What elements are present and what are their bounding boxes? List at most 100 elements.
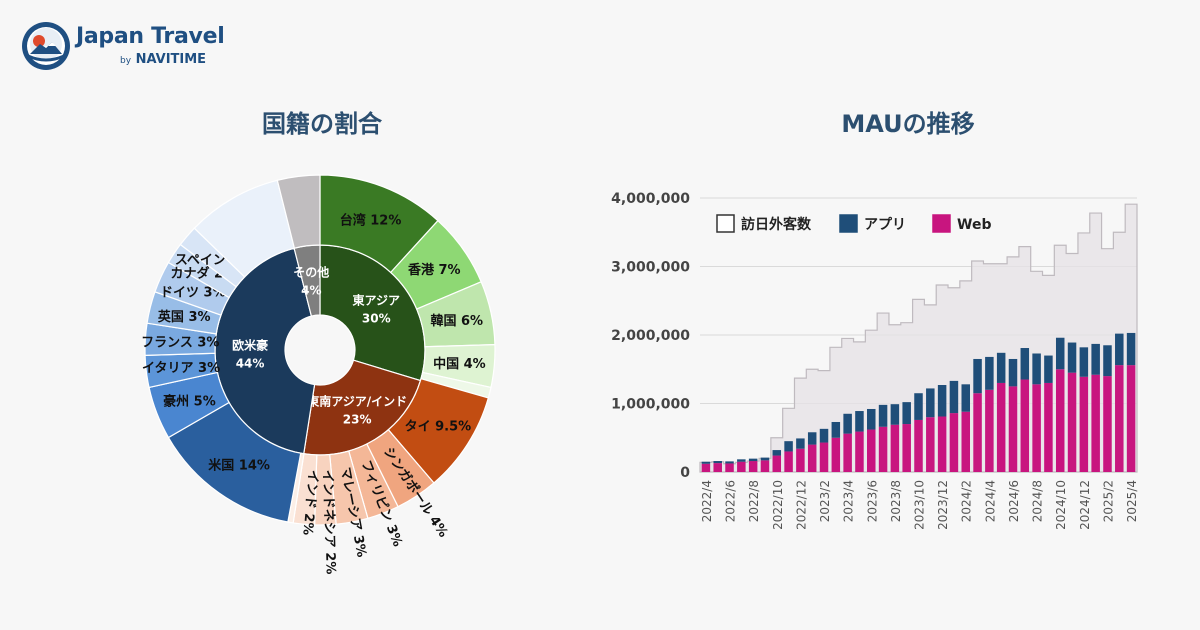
bar-app: [926, 388, 935, 418]
bar-web: [961, 411, 970, 472]
x-tick-label: 2023/10: [913, 480, 927, 530]
sunburst-outer-label: 韓国 6%: [430, 313, 483, 329]
sunburst-inner-label: 欧米豪: [232, 337, 268, 352]
bar-web: [855, 431, 864, 472]
bar-app: [1115, 333, 1124, 366]
bar-web: [926, 417, 935, 472]
bar-app: [725, 461, 734, 464]
bar-app: [996, 352, 1006, 383]
bar-web: [1008, 386, 1018, 472]
logo-title: Japan Travel: [76, 24, 225, 49]
bar-web: [949, 413, 959, 472]
bar-web: [772, 455, 782, 472]
x-tick-label: 2025/2: [1101, 480, 1115, 522]
sunburst-outer-label: ドイツ 3%: [160, 285, 226, 300]
legend-label: アプリ: [864, 217, 906, 233]
sunburst-outer-label: 香港 7%: [407, 262, 461, 278]
bar-web: [973, 393, 982, 472]
bar-app: [1032, 353, 1041, 385]
sunburst-outer-label: フランス 3%: [141, 335, 219, 350]
bar-web: [890, 424, 900, 472]
x-tick-label: 2025/4: [1125, 480, 1139, 522]
bar-web: [807, 444, 817, 472]
bar-web: [713, 463, 722, 472]
bar-web: [725, 463, 734, 472]
x-tick-label: 2022/4: [700, 480, 714, 522]
bar-web: [748, 461, 758, 472]
bar-app: [796, 438, 805, 449]
bar-web: [1044, 382, 1053, 472]
bar-series: [701, 332, 1136, 472]
logo-by: by: [120, 56, 132, 66]
bar-app: [890, 404, 900, 425]
bar-app: [1020, 348, 1030, 380]
x-tick-label: 2024/10: [1054, 480, 1068, 530]
x-tick-label: 2022/10: [771, 480, 785, 530]
y-tick-label: 4,000,000: [611, 191, 690, 207]
bar-app: [1008, 358, 1018, 387]
x-tick-label: 2024/8: [1031, 480, 1045, 522]
bar-app: [1103, 345, 1112, 377]
bar-app: [737, 459, 746, 462]
bar-web: [914, 419, 923, 472]
bar-app: [914, 393, 923, 420]
bar-web: [996, 382, 1006, 472]
legend-label: 訪日外客数: [741, 216, 812, 233]
bar-web: [831, 437, 841, 472]
bar-web: [1020, 379, 1030, 472]
bar-web: [784, 451, 793, 472]
bar-app: [867, 408, 876, 430]
sunburst-inner-label: 東アジア: [352, 292, 400, 307]
bar-app: [949, 380, 959, 414]
legend-swatch: [932, 214, 951, 233]
bar-app: [878, 404, 888, 427]
sunburst-outer-label: インド 2%: [299, 469, 320, 536]
bar-web: [760, 460, 770, 472]
bar-web: [1103, 376, 1112, 472]
sunburst-outer-label: 英国 3%: [157, 309, 211, 325]
bar-app: [1126, 332, 1136, 366]
bar-web: [937, 416, 947, 472]
bar-chart-legend: 訪日外客数 アプリ Web: [716, 214, 991, 233]
logo-brand: NAVITIME: [135, 52, 207, 67]
sunburst-inner-value: 4%: [301, 284, 321, 298]
sunburst-inner-ring: 東アジア 30% 東南アジア/インド 23% 欧米豪 44% その他 4%: [214, 244, 426, 456]
bar-app: [760, 457, 770, 461]
bar-app: [831, 421, 841, 438]
sunburst-outer-label: イタリア 3%: [142, 361, 220, 376]
bar-app: [902, 402, 911, 425]
logo: Japan Travel by NAVITIME: [20, 20, 250, 72]
bar-web: [867, 429, 876, 472]
bar-web: [843, 433, 852, 472]
sunburst-inner-label: 東南アジア/インド: [307, 393, 407, 408]
sunburst-outer-label: 豪州 5%: [163, 394, 216, 410]
bar-app: [855, 411, 864, 432]
bar-web: [985, 389, 994, 472]
sunburst-inner-value: 30%: [362, 311, 391, 325]
bar-web: [1126, 365, 1136, 472]
bar-app: [1067, 342, 1077, 373]
bar-web: [796, 448, 805, 472]
bar-web: [1115, 365, 1124, 472]
x-tick-label: 2022/8: [747, 480, 761, 522]
sunburst-inner-value: 44%: [236, 356, 265, 370]
y-tick-label: 2,000,000: [611, 328, 690, 344]
bar-web: [737, 461, 746, 472]
sunburst-outer-label: 台湾 12%: [340, 212, 402, 228]
sunburst-outer-slice: [276, 174, 321, 249]
sunburst-title: 国籍の割合: [262, 110, 382, 138]
sunburst-inner-value: 23%: [343, 412, 372, 426]
bar-app: [772, 450, 782, 456]
bar-web: [819, 442, 829, 472]
sunburst-outer-label: 米国 14%: [208, 457, 270, 473]
bar-web: [1032, 384, 1041, 472]
x-tick-labels: 2022/4 2022/6 2022/8 2022/10 2022/12 2023/2 20…: [700, 480, 1139, 530]
x-tick-label: 2024/12: [1078, 480, 1092, 530]
y-tick-label: 1,000,000: [611, 397, 690, 413]
legend-swatch: [839, 214, 858, 233]
legend-swatch: [716, 214, 735, 233]
bar-web: [1091, 374, 1100, 472]
sunburst-outer-label: 中国 4%: [433, 356, 486, 372]
sunburst-inner-label: その他: [293, 265, 329, 280]
